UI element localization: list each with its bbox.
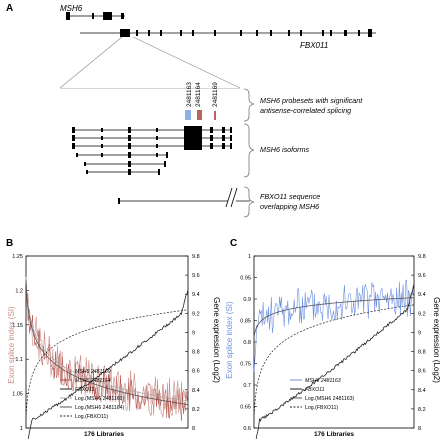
chart-c-right-tick-label: 8.8 — [418, 350, 426, 356]
trend-b-msh6-2481164 — [25, 280, 189, 405]
chart-c-xlabel: 176 Libraries — [314, 431, 354, 438]
panel-c: C 0.60.650.70.750.80.850.90.951 88.28.48… — [225, 238, 440, 439]
chart-c-left-tick-label: 0.85 — [240, 319, 251, 325]
chart-b-left-tick-label: 1.2 — [15, 288, 23, 294]
fbxo11-overlap-track — [118, 187, 250, 208]
legend-c-2: Log.(MSH6 2481163) — [305, 396, 354, 402]
chart-b-series — [25, 276, 189, 439]
panel-c-label: C — [230, 238, 237, 249]
legend-b-1: MSH6 2481164 — [75, 378, 111, 384]
trend-c-msh6-2481163 — [253, 297, 414, 338]
chart-b-right-tick-label: 8.2 — [192, 407, 200, 413]
chart-b-left-tick-label: 1.05 — [12, 392, 23, 398]
panel-a-label: A — [6, 3, 13, 14]
probeset-mark-2481164 — [197, 110, 202, 120]
chart-b-left-tick-label: 1.1 — [15, 357, 23, 363]
chart-c-ylabel-right: Gene expression (Log2) — [432, 297, 440, 383]
brace-label-probesets-2: antisense-correlated splicing — [260, 106, 351, 115]
legend-c-0: MSH6 2481163 — [305, 378, 341, 384]
chart-c-left-ticks: 0.6 0.65 0.7 0.75 0.8 0.85 0.9 0.95 1 — [240, 254, 257, 432]
chart-c-left-tick-label: 0.7 — [243, 383, 251, 389]
trend-b-fbxo11 — [25, 309, 189, 419]
chart-c-legend: MSH6 2481163 FBXO11 Log.(MSH6 2481163) L… — [290, 378, 354, 411]
chart-c-left-tick-label: 0.95 — [240, 276, 251, 282]
chart-c-left-tick-label: 1 — [248, 254, 251, 260]
chart-b-frame — [25, 255, 189, 429]
legend-b-2: FBXO11 — [75, 387, 95, 393]
chart-c-right-ticks: 8 8.2 8.4 8.6 8.8 9 9.2 9.4 9.6 9.8 — [411, 254, 426, 432]
panel-b: B 1 1.05 1.1 1.15 1.2 1.25 8 8.2 8.4 8.6 8.8 9 9.2 9… — [6, 238, 221, 439]
isoform-exons — [72, 126, 232, 175]
chart-b-right-ticks: 8 8.2 8.4 8.6 8.8 9 9.2 9.4 9.6 9.8 — [185, 254, 200, 432]
series-b-fbxo11 — [27, 289, 189, 439]
chart-b-right-tick-label: 9.2 — [192, 311, 200, 317]
chart-b-right-tick-label: 8.6 — [192, 369, 200, 375]
chart-c-right-tick-label: 9 — [418, 330, 421, 336]
brace-label-isoforms: MSH6 isoforms — [260, 145, 310, 154]
chart-c-right-tick-label: 8.6 — [418, 369, 426, 375]
brace-label-probesets-1: MSH6 probesets with significant — [260, 96, 363, 105]
chart-c-series — [253, 279, 415, 439]
chart-b-left-tick-label: 1.15 — [12, 323, 23, 329]
chart-c-left-tick-label: 0.75 — [240, 362, 251, 368]
chart-b-right-tick-label: 8 — [192, 426, 195, 432]
chart-b-legend: MSH6 2481169 MSH6 2481164 FBXO11 Log.(MS… — [60, 369, 124, 420]
chart-c-right-tick-label: 9.2 — [418, 311, 426, 317]
brace-label-overlap-1: FBXO11 sequence — [260, 192, 320, 201]
chart-c-ylabel-left: Exon splice index (SI) — [225, 301, 234, 379]
chart-b-right-tick-label: 9.4 — [192, 292, 200, 298]
legend-c-1: FBXO11 — [305, 387, 325, 393]
chart-b-right-tick-label: 8.8 — [192, 350, 200, 356]
series-c-fbxo11 — [255, 283, 415, 439]
legend-b-5: Log.(FBXO11) — [75, 414, 108, 420]
chart-b-left-tick-label: 1 — [20, 426, 23, 432]
msh6-gene-label: MSH6 — [60, 4, 83, 13]
probeset-label-2481163: 2481163 — [186, 82, 193, 107]
probeset-mark-2481163 — [185, 110, 191, 120]
chart-c-right-tick-label: 8.4 — [418, 388, 426, 394]
chart-c-left-tick-label: 0.65 — [240, 405, 251, 411]
probeset-label-2481164: 2481164 — [195, 82, 202, 107]
probeset-label-2481169: 2481169 — [212, 82, 219, 107]
series-b-msh6-2481164 — [25, 277, 189, 421]
legend-b-4: Log.(MSH6 2481164) — [75, 405, 124, 411]
chart-c-right-tick-label: 9.6 — [418, 273, 426, 279]
chart-c-left-tick-label: 0.9 — [243, 297, 251, 303]
chart-c-right-tick-label: 9.4 — [418, 292, 426, 298]
panel-a: A MSH6 FBX011 2481163 2481164 — [6, 3, 376, 218]
legend-c-3: Log.(FBXO11) — [305, 405, 338, 411]
panel-b-label: B — [6, 238, 13, 249]
chart-c-left-tick-label: 0.6 — [243, 426, 251, 432]
chart-b-ylabel-right: Gene expression (Log2) — [212, 297, 221, 383]
trend-b-msh6-2481169 — [25, 276, 189, 402]
chart-b-left-tick-label: 1.25 — [12, 254, 23, 260]
series-c-msh6-2481163 — [253, 279, 415, 373]
legend-b-0: MSH6 2481169 — [75, 369, 111, 375]
fbxo11-gene-label: FBX011 — [300, 41, 328, 50]
chart-b-right-tick-label: 9.8 — [192, 254, 200, 260]
chart-b-right-tick-label: 9 — [192, 330, 195, 336]
legend-b-3: Log.(MSH6 2481169) — [75, 396, 124, 402]
brace-label-overlap-2: overlapping MSH6 — [260, 202, 319, 211]
chart-b-right-tick-label: 8.4 — [192, 388, 200, 394]
trend-c-fbxo11 — [253, 304, 415, 419]
chart-b-ylabel-left: Exon splice index (SI) — [7, 306, 16, 384]
chart-c-frame — [253, 255, 415, 429]
msh6-isoforms — [72, 129, 232, 173]
chart-c-right-tick-label: 9.8 — [418, 254, 426, 260]
probeset-mark-2481169 — [214, 111, 216, 120]
chart-c-right-tick-label: 8.2 — [418, 407, 426, 413]
braces — [243, 88, 255, 218]
chart-c-right-tick-label: 8 — [418, 426, 421, 432]
chart-b-xlabel: 176 Libraries — [84, 431, 124, 438]
chart-b-right-tick-label: 9.6 — [192, 273, 200, 279]
chart-c-left-tick-label: 0.8 — [243, 340, 251, 346]
